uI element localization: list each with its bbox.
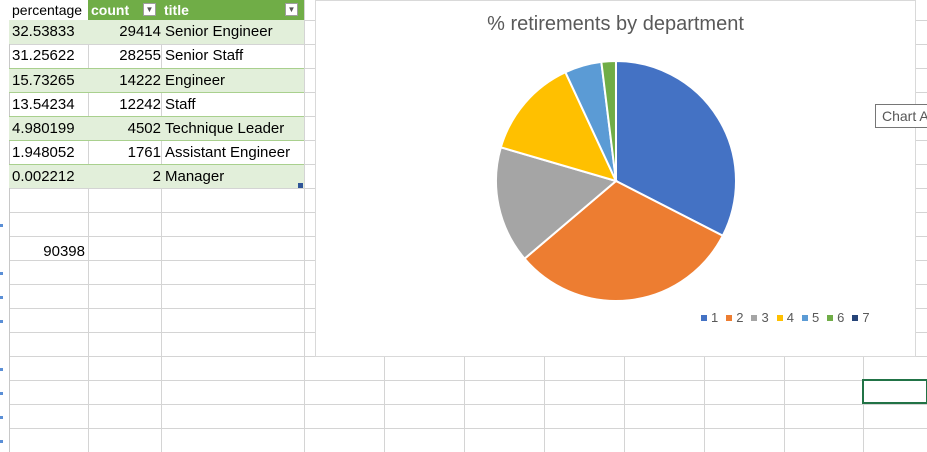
pie-slice-4[interactable]	[499, 70, 618, 183]
cell-title[interactable]: Engineer	[165, 72, 226, 89]
row-marker	[0, 272, 3, 275]
row-header-strip[interactable]	[0, 0, 10, 452]
cell-count[interactable]: 2	[152, 168, 161, 185]
cell-percentage[interactable]: 13.54234	[12, 96, 75, 113]
table-row[interactable]: 0.002212 2 Manager	[9, 164, 304, 188]
cell-percentage[interactable]: 15.73265	[12, 72, 75, 89]
cell-title[interactable]: Senior Staff	[165, 47, 244, 64]
cell-count[interactable]: 12242	[119, 96, 161, 113]
pie-slice-3[interactable]	[495, 146, 619, 261]
cell-percentage[interactable]: 4.980199	[12, 120, 75, 137]
legend-item-1[interactable]: 1	[701, 310, 718, 325]
header-count[interactable]: count ▼	[88, 0, 161, 20]
legend-swatch	[801, 315, 808, 321]
row-marker	[0, 296, 3, 299]
legend-label: 4	[786, 310, 794, 325]
legend-label: 3	[761, 310, 769, 325]
filter-dropdown-icon[interactable]: ▼	[285, 3, 298, 16]
table-row[interactable]: 31.25622 28255 Senior Staff	[9, 44, 304, 68]
cell-count[interactable]: 28255	[119, 47, 161, 64]
chart-legend[interactable]: 1 2 3 4 5 6 7	[701, 310, 878, 325]
legend-label: 5	[811, 310, 820, 325]
table-row[interactable]: 13.54234 12242 Staff	[9, 92, 304, 116]
legend-label: 7	[862, 310, 870, 325]
legend-label: 2	[736, 310, 744, 325]
legend-item-5[interactable]: 5	[801, 310, 820, 325]
header-title-label: title	[164, 2, 189, 18]
table-row[interactable]: 15.73265 14222 Engineer	[9, 68, 304, 92]
cell-percentage[interactable]: 1.948052	[12, 144, 75, 161]
row-marker	[0, 368, 3, 371]
table-row[interactable]: 32.53833 29414 Senior Engineer	[9, 20, 304, 44]
row-marker	[0, 392, 3, 395]
legend-label: 1	[711, 310, 719, 325]
chart-tooltip: Chart A	[875, 104, 927, 128]
cell-percentage[interactable]: 31.25622	[12, 47, 75, 64]
pie-slice-1[interactable]	[615, 59, 737, 238]
legend-item-6[interactable]: 6	[827, 310, 844, 325]
grid-column-line	[304, 0, 305, 452]
legend-swatch	[852, 315, 859, 321]
legend-item-4[interactable]: 4	[776, 310, 794, 325]
cell-percentage[interactable]: 32.53833	[12, 23, 75, 40]
cell-count[interactable]: 4502	[127, 120, 161, 137]
header-title[interactable]: title ▼	[161, 0, 304, 20]
selected-cell[interactable]	[862, 379, 927, 404]
grid-row-line	[0, 380, 927, 381]
row-marker	[0, 224, 3, 227]
table-row[interactable]: 1.948052 1761 Assistant Engineer	[9, 140, 304, 164]
legend-swatch	[726, 315, 733, 321]
header-percentage[interactable]: percentage	[9, 0, 88, 20]
grid-row-line	[0, 428, 927, 429]
chart-title[interactable]: % retirements by department	[487, 13, 744, 35]
pie-chart[interactable]: % retirements by department 1 2 3 4 5 6 7	[315, 0, 916, 357]
legend-item-7[interactable]: 7	[852, 310, 870, 325]
total-count-cell[interactable]: 90398	[43, 243, 85, 260]
cell-count[interactable]: 1761	[127, 144, 161, 161]
row-marker	[0, 416, 3, 419]
legend-swatch	[751, 315, 758, 321]
legend-swatch	[701, 315, 707, 321]
cell-count[interactable]: 29414	[119, 23, 161, 40]
cell-count[interactable]: 14222	[119, 72, 161, 89]
legend-item-3[interactable]: 3	[751, 310, 769, 325]
row-marker	[0, 440, 3, 443]
legend-swatch	[776, 315, 783, 321]
legend-item-2[interactable]: 2	[726, 310, 743, 325]
grid-column-line	[161, 0, 162, 452]
cell-title[interactable]: Technique Leader	[165, 120, 285, 137]
pie-plot-area[interactable]	[316, 1, 915, 356]
grid-row-line	[0, 404, 927, 405]
legend-swatch	[827, 315, 834, 321]
table-resize-handle[interactable]	[298, 183, 303, 188]
cell-title[interactable]: Manager	[165, 168, 225, 185]
table-row[interactable]: 4.980199 4502 Technique Leader	[9, 116, 304, 140]
cell-title[interactable]: Assistant Engineer	[165, 144, 291, 161]
cell-percentage[interactable]: 0.002212	[12, 168, 75, 185]
cell-title[interactable]: Senior Engineer	[165, 23, 273, 40]
cell-title[interactable]: Staff	[165, 96, 196, 113]
header-count-label: count	[91, 2, 130, 18]
row-marker	[0, 320, 3, 323]
header-percentage-label: percentage	[12, 2, 83, 18]
legend-label: 6	[837, 310, 845, 325]
grid-column-line	[88, 0, 89, 452]
pie-slice-2[interactable]	[523, 179, 725, 302]
filter-dropdown-icon[interactable]: ▼	[143, 3, 156, 16]
